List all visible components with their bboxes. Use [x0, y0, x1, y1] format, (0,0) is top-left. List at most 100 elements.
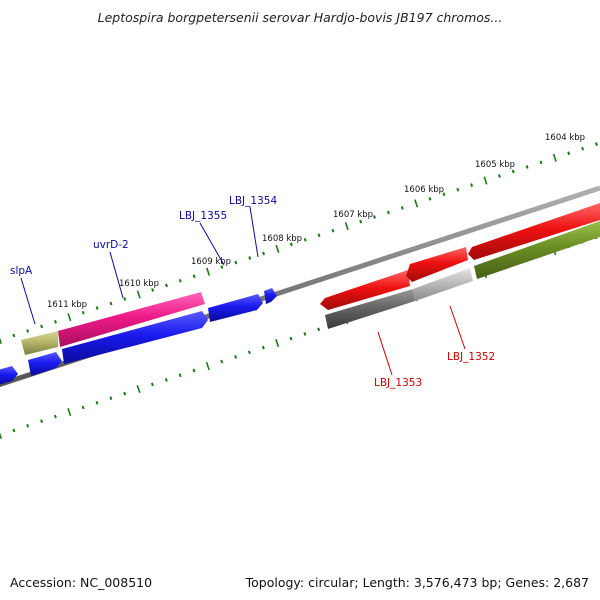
outer-ruler-minor-tick	[54, 319, 57, 324]
gene-blue-left[interactable]	[0, 366, 18, 385]
inner-ruler-minor-tick	[234, 354, 238, 359]
gene-lbj1355[interactable]	[208, 294, 263, 322]
inner-ruler-minor-tick	[178, 373, 182, 378]
outer-ruler-minor-tick	[81, 310, 85, 315]
outer-ruler-minor-tick	[470, 183, 474, 188]
gene-slpA[interactable]	[21, 331, 58, 355]
outer-ruler-major-tick	[552, 153, 557, 162]
outer-ruler-minor-tick	[400, 206, 404, 210]
inner-ruler-minor-tick	[164, 377, 168, 382]
inner-ruler-major-tick	[67, 407, 72, 417]
label-lbj1352[interactable]: LBJ_1352	[447, 351, 495, 363]
topology-text: Topology: circular; Length: 3,576,473 bp…	[245, 575, 589, 590]
gene-gray-dark[interactable]	[325, 289, 415, 329]
outer-ruler-minor-tick	[359, 219, 363, 224]
label-leaders	[20, 206, 466, 376]
inner-ruler-minor-tick	[261, 345, 265, 350]
tick-labels: 1604 kbp 1605 kbp 1606 kbp 1607 kbp 1608…	[47, 133, 585, 310]
outer-ruler-minor-tick	[331, 228, 335, 233]
gene-blue-3[interactable]	[62, 311, 208, 364]
outer-ruler-minor-tick	[248, 256, 252, 260]
inner-ruler-minor-tick	[220, 359, 224, 364]
outer-ruler-minor-tick	[109, 301, 113, 306]
outer-ruler-minor-tick	[386, 210, 390, 215]
outer-ruler-minor-tick	[539, 160, 543, 165]
outer-ruler-minor-tick	[373, 215, 376, 219]
gene-gray-light[interactable]	[413, 268, 473, 301]
outer-ruler-major-tick	[414, 199, 419, 208]
leader-uvrD-2	[109, 251, 124, 299]
inner-ruler-minor-tick	[247, 350, 251, 355]
inner-ruler-minor-tick	[123, 391, 127, 396]
outer-ruler-major-tick	[67, 313, 72, 322]
inner-ruler-minor-tick	[95, 400, 99, 405]
leader-lbj1354	[249, 206, 259, 258]
inner-ruler-major-tick	[0, 432, 3, 440]
label-lbj1355[interactable]: LBJ_1355	[179, 210, 227, 222]
label-lbj1353[interactable]: LBJ_1353	[374, 377, 422, 389]
forward-strand-track	[21, 203, 600, 355]
outer-ruler-minor-tick	[317, 233, 321, 238]
outer-ruler-minor-tick	[511, 169, 515, 174]
gene-olive-right[interactable]	[474, 221, 600, 279]
outer-ruler-minor-tick	[595, 142, 598, 147]
map-title: Leptospira borgpetersenii serovar Hardjo…	[97, 10, 503, 25]
outer-ruler-major-tick	[0, 337, 2, 345]
outer-ruler-major-tick	[136, 290, 141, 299]
gene-blue-2[interactable]	[28, 352, 62, 376]
inner-ruler-minor-tick	[150, 382, 154, 387]
gene-lbj1352[interactable]	[406, 247, 468, 282]
outer-ruler-major-tick	[344, 222, 349, 231]
outer-ruler-minor-tick	[442, 192, 446, 197]
tick-label-1611: 1611 kbp	[47, 300, 87, 310]
inner-ruler-minor-tick	[303, 332, 307, 336]
inner-ruler-minor-tick	[40, 419, 44, 424]
outer-ruler-minor-tick	[497, 174, 501, 178]
tick-label-1609: 1609 kbp	[191, 257, 231, 267]
gene-red-right[interactable]	[468, 203, 600, 260]
label-slpA[interactable]: slpA	[10, 265, 33, 277]
leader-lbj1355	[199, 222, 225, 266]
inner-ruler-minor-tick	[192, 368, 196, 373]
outer-ruler-minor-tick	[40, 324, 44, 329]
gene-lbj1354[interactable]	[264, 288, 277, 304]
tick-label-1605: 1605 kbp	[475, 160, 515, 170]
outer-ruler-major-tick	[206, 267, 211, 276]
inner-ruler-minor-tick	[26, 423, 30, 428]
outer-ruler-major-tick	[483, 176, 488, 185]
outer-ruler-minor-tick	[262, 251, 266, 256]
label-lbj1354[interactable]: LBJ_1354	[229, 195, 277, 207]
tick-label-1610: 1610 kbp	[119, 279, 159, 289]
reverse-strand-track	[0, 221, 600, 385]
outer-ruler-minor-tick	[26, 329, 30, 333]
inner-ruler-major-tick	[275, 339, 280, 348]
inner-ruler-minor-tick	[109, 396, 113, 401]
outer-ruler-minor-tick	[303, 237, 307, 242]
gene-uvrD-2[interactable]	[58, 292, 205, 347]
outer-ruler-minor-tick	[581, 146, 585, 151]
inner-ruler-minor-tick	[317, 327, 321, 332]
gene-lbj1353[interactable]	[320, 270, 410, 310]
tick-label-1604: 1604 kbp	[545, 133, 585, 143]
outer-ruler-minor-tick	[165, 283, 168, 288]
tick-label-1608: 1608 kbp	[262, 234, 302, 244]
inner-ruler-major-tick	[205, 362, 210, 371]
outer-ruler-minor-tick	[456, 187, 460, 192]
outer-ruler-minor-tick	[428, 196, 432, 201]
outer-ruler-minor-tick	[567, 151, 571, 156]
inner-ruler-major-tick	[136, 384, 141, 394]
outer-ruler-minor-tick	[525, 165, 529, 169]
outer-ruler-minor-tick	[151, 288, 155, 292]
outer-ruler-minor-tick	[123, 297, 127, 301]
outer-ruler-minor-tick	[289, 242, 293, 247]
inner-ruler-minor-tick	[12, 428, 16, 433]
outer-ruler-minor-tick	[192, 274, 196, 279]
inner-ruler-minor-tick	[53, 414, 57, 419]
outer-ruler-minor-tick	[178, 278, 182, 283]
leader-lbj1353	[377, 331, 393, 376]
outer-ruler-major-tick	[275, 244, 280, 253]
label-uvrD-2[interactable]: uvrD-2	[93, 239, 129, 251]
outer-ruler-minor-tick	[220, 265, 224, 269]
leader-slpA	[20, 277, 36, 325]
